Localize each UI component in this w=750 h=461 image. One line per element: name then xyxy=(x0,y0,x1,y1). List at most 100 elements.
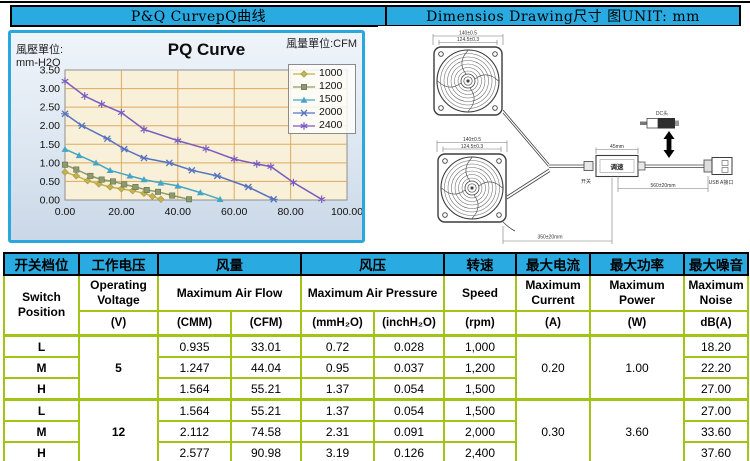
cell-noise: 33.60 xyxy=(683,420,749,443)
header-pressure-en: Maximum Air Pressure xyxy=(300,274,445,312)
cell-inchh2o: 0.091 xyxy=(373,420,445,443)
svg-text:40.00: 40.00 xyxy=(165,206,191,218)
pq-chart-panel: 風量單位:CFM 風壓單位: mm-H2O PQ Curve 0.00 20.00… xyxy=(8,30,365,243)
controller-label: 调速 xyxy=(611,162,625,171)
fan2-wires xyxy=(506,168,551,200)
unit-mmh2o: (mmH₂O) xyxy=(300,310,375,337)
header-voltage-cn: 工作电压 xyxy=(78,252,159,276)
unit-voltage: (V) xyxy=(78,310,159,337)
cell-rpm: 2,400 xyxy=(443,441,517,461)
cell-noise: 37.60 xyxy=(683,441,749,461)
header-airflow-en: Maximum Air Flow xyxy=(157,274,302,312)
fan1-hole-dimension: 124.5±0.3 xyxy=(457,37,479,43)
legend-label: 2000 xyxy=(319,105,343,118)
cell-cfm: 44.04 xyxy=(230,356,302,379)
cell-cmm: 2.577 xyxy=(157,441,232,461)
fan1-wires xyxy=(502,109,550,167)
cell-mmh2o: 0.95 xyxy=(300,356,375,379)
cell-position: M xyxy=(3,356,80,379)
dimension-drawing-svg: 140±0.5 124.5±0.3 140±0.5 124.5±0.3 开关 调… xyxy=(432,31,734,244)
header-voltage-en: Operating Voltage xyxy=(78,274,159,312)
table-row: H 2.577 90.98 3.19 0.126 2,400 37.60 xyxy=(3,441,749,461)
svg-text:100.00: 100.00 xyxy=(331,206,362,218)
svg-text:20.00: 20.00 xyxy=(108,206,134,218)
cell-noise: 27.00 xyxy=(683,398,749,422)
header-noise-en: Maximum Noise xyxy=(683,274,749,312)
table-row: L 5 0.935 33.01 0.72 0.028 1,000 0.20 1.… xyxy=(3,334,749,401)
unit-current: (A) xyxy=(515,310,591,337)
fan-cable-length-dimension: 350±20mm xyxy=(538,235,563,241)
chart-title: PQ Curve xyxy=(167,40,246,59)
fan-front-view-2 xyxy=(437,153,507,223)
cell-rpm: 1,500 xyxy=(443,398,517,422)
cell-cfm: 90.98 xyxy=(230,441,302,461)
svg-text:2.00: 2.00 xyxy=(40,120,61,132)
cell-voltage: 12 xyxy=(78,398,159,461)
cell-rpm: 1,200 xyxy=(443,356,517,379)
fan2-outer-dimension: 140±0.5 xyxy=(463,137,481,143)
legend-label: 1200 xyxy=(319,79,343,92)
cell-voltage: 5 xyxy=(78,334,159,401)
cell-noise: 22.20 xyxy=(683,356,749,379)
header-current-en: Maximum Current xyxy=(515,274,591,312)
dimension-drawing-panel: 140±0.5 124.5±0.3 140±0.5 124.5±0.3 开关 调… xyxy=(378,26,748,248)
table-units-row: (V) (CMM) (CFM) (mmH₂O) (inchH₂O) (rpm) … xyxy=(4,310,749,337)
cell-inchh2o: 0.126 xyxy=(373,441,445,461)
cell-power: 3.60 xyxy=(589,398,685,461)
header-noise-cn: 最大噪音 xyxy=(683,252,749,276)
cell-position: L xyxy=(3,334,80,358)
cell-position: H xyxy=(3,441,80,461)
controller-length-dimension: 45mm xyxy=(610,144,624,150)
series-1500-line xyxy=(64,148,221,201)
cell-current: 0.30 xyxy=(515,398,591,461)
header-switch-position-en: Switch Position xyxy=(3,274,80,337)
header-power-en: Maximum Power xyxy=(589,274,685,312)
header-airflow-cn: 风量 xyxy=(157,252,302,276)
legend-item: 2400 xyxy=(292,118,352,131)
header-current-cn: 最大电流 xyxy=(515,252,591,276)
interchange-arrow-icon xyxy=(663,131,675,158)
chart-legend: 1000 1200 1500 2000 2400 xyxy=(288,64,356,134)
legend-marker-icon xyxy=(292,80,316,92)
cell-cmm: 0.935 xyxy=(157,334,232,358)
legend-item: 2000 xyxy=(292,105,352,118)
svg-text:0.50: 0.50 xyxy=(40,176,61,188)
fan2-hole-dimension: 124.5±0.3 xyxy=(461,144,483,150)
cell-mmh2o: 1.37 xyxy=(300,377,375,401)
cell-cmm: 1.247 xyxy=(157,356,232,379)
legend-marker-icon xyxy=(292,67,316,79)
header-switch-position-cn: 开关档位 xyxy=(3,252,80,276)
svg-text:0.00: 0.00 xyxy=(40,195,61,207)
cell-current: 0.20 xyxy=(515,334,591,401)
pressure-unit-label: 風壓單位: mm-H2O xyxy=(16,44,64,70)
cell-power: 1.00 xyxy=(589,334,685,401)
series-2000-line xyxy=(64,113,275,200)
unit-cfm: (CFM) xyxy=(230,310,302,337)
cell-mmh2o: 3.19 xyxy=(300,441,375,461)
dc-plug xyxy=(658,118,675,129)
fan-front-view-1 xyxy=(433,46,503,116)
top-rule xyxy=(0,1,750,3)
junction-wire xyxy=(549,164,584,168)
svg-text:1.00: 1.00 xyxy=(40,157,61,169)
table-row: L 12 1.564 55.21 1.37 0.054 1,500 0.30 3… xyxy=(3,398,749,461)
svg-text:80.00: 80.00 xyxy=(277,206,303,218)
cell-cfm: 33.01 xyxy=(230,334,302,358)
cell-position: L xyxy=(3,398,80,422)
legend-marker-icon xyxy=(292,119,316,131)
series-1000-line xyxy=(64,171,162,201)
dimensions-header: Dimensios Drawing尺寸 图UNIT: mm xyxy=(385,5,741,27)
legend-item: 1200 xyxy=(292,79,352,92)
page-header: P&Q CurvepQ曲线 Dimensios Drawing尺寸 图UNIT:… xyxy=(10,5,741,27)
cell-mmh2o: 0.72 xyxy=(300,334,375,358)
unit-rpm: (rpm) xyxy=(443,310,517,337)
legend-item: 1000 xyxy=(292,66,352,79)
fan1-outer-dimension: 140±0.5 xyxy=(459,31,477,37)
svg-text:60.00: 60.00 xyxy=(221,206,247,218)
pq-curve-header: P&Q CurvepQ曲线 xyxy=(10,5,387,27)
legend-label: 1500 xyxy=(319,92,343,105)
cell-cmm: 2.112 xyxy=(157,420,232,443)
usb-label: USB A接口 xyxy=(709,179,734,186)
usb-plug xyxy=(711,157,733,175)
